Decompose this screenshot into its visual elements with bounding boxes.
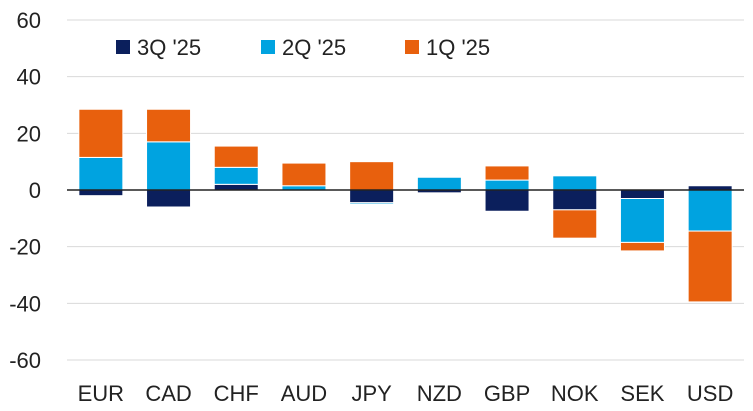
y-axis: 60 40 20 0 -20 -40 -60 [9, 8, 41, 373]
x-tick-label: JPY [351, 381, 392, 406]
bar-jpy-series-0 [349, 189, 395, 204]
bar-gbp-series-2 [484, 165, 530, 181]
y-tick-label: -60 [9, 348, 41, 373]
x-tick-label: NOK [551, 381, 599, 406]
bar-usd-series-1 [687, 189, 733, 232]
bar-nok-series-1 [552, 175, 598, 191]
legend-swatch [261, 40, 275, 54]
x-tick-label: CHF [214, 381, 259, 406]
legend: 3Q '25 2Q '25 1Q '25 [116, 35, 490, 60]
bar-nzd-series-1 [416, 176, 462, 191]
x-tick-label: CAD [145, 381, 191, 406]
x-tick-label: NZD [417, 381, 462, 406]
y-tick-label: -20 [9, 235, 41, 260]
bar-aud-series-2 [281, 162, 327, 187]
bar-cad-series-0 [146, 189, 192, 208]
bar-chf-series-2 [213, 145, 259, 168]
bar-chf-series-1 [213, 166, 259, 185]
bar-cad-series-2 [146, 108, 192, 143]
x-tick-label: USD [687, 381, 733, 406]
bar-sek-series-0 [619, 189, 665, 199]
y-tick-label: 40 [17, 65, 41, 90]
bar-jpy-series-2 [349, 161, 395, 191]
x-tick-label: SEK [620, 381, 664, 406]
bar-eur-series-1 [78, 156, 124, 191]
bar-nok-series-0 [552, 189, 598, 211]
legend-label: 1Q '25 [426, 35, 490, 60]
bar-chf-series-0 [213, 183, 259, 191]
bar-gbp-series-1 [484, 179, 530, 191]
legend-label: 2Q '25 [282, 35, 346, 60]
y-tick-label: 20 [17, 121, 41, 146]
bar-cad-series-1 [146, 141, 192, 191]
x-tick-label: GBP [484, 381, 530, 406]
x-axis: EUR CAD CHF AUD JPY NZD GBP NOK SEK USD [78, 381, 734, 406]
x-tick-label: EUR [78, 381, 124, 406]
bars [78, 108, 733, 303]
legend-swatch [116, 40, 130, 54]
legend-swatch [405, 40, 419, 54]
y-tick-label: 60 [17, 8, 41, 33]
legend-label: 3Q '25 [137, 35, 201, 60]
bar-gbp-series-0 [484, 189, 530, 212]
y-tick-label: 0 [29, 178, 41, 203]
bar-sek-series-1 [619, 198, 665, 243]
bar-jpy-series-1 [349, 202, 395, 205]
y-tick-label: -40 [9, 291, 41, 316]
x-tick-label: AUD [281, 381, 327, 406]
bar-sek-series-2 [619, 241, 665, 252]
bar-nok-series-2 [552, 209, 598, 239]
bar-eur-series-2 [78, 108, 124, 158]
bar-eur-series-0 [78, 189, 124, 197]
bar-usd-series-2 [687, 230, 733, 303]
